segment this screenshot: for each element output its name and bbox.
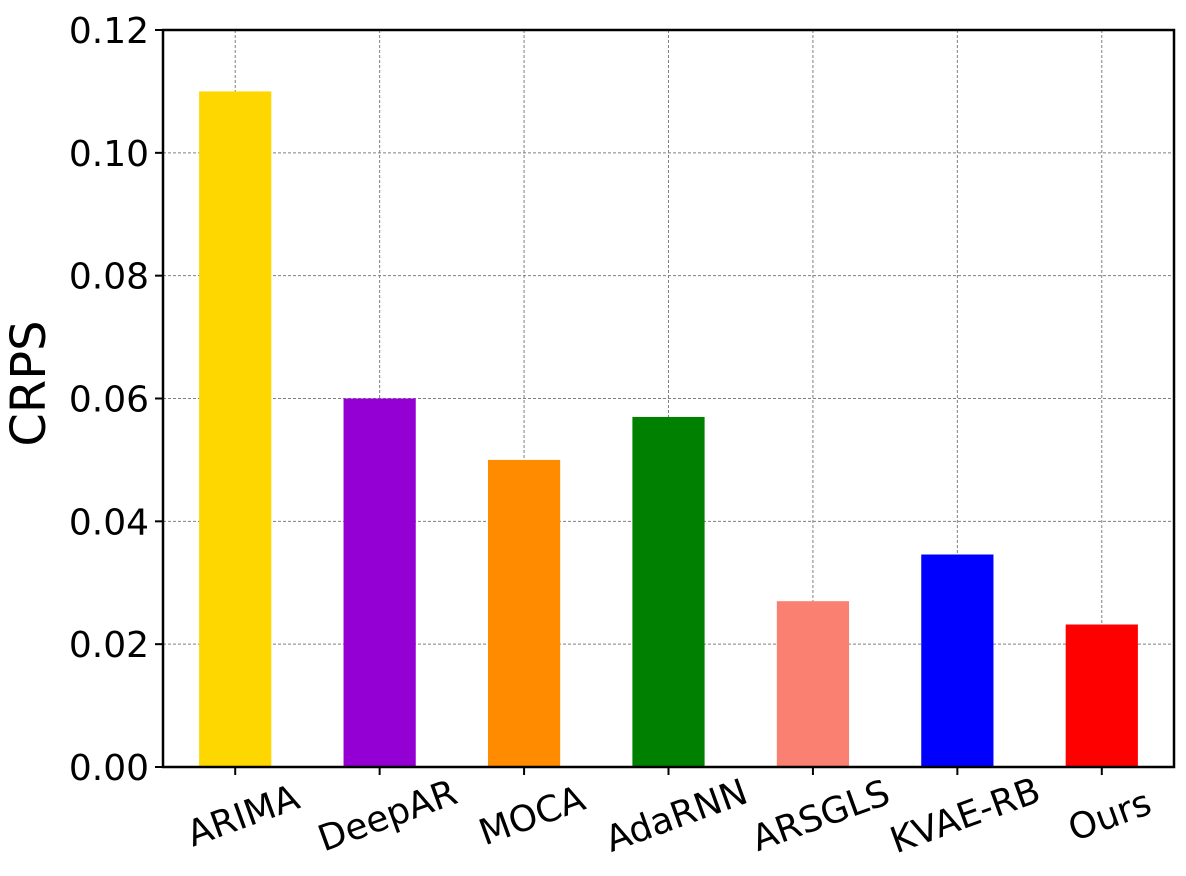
bar-adarnn bbox=[632, 416, 705, 767]
y-tick-label: 0.02 bbox=[69, 625, 149, 666]
y-axis: 0.00 0.02 0.04 0.06 0.08 0.10 0.12 bbox=[69, 11, 163, 789]
x-tick-label: KVAE-RB bbox=[885, 770, 1046, 862]
x-tick-label: MOCA bbox=[474, 778, 591, 854]
y-tick-label: 0.04 bbox=[69, 502, 149, 543]
bar-arima bbox=[199, 91, 272, 767]
y-tick-label: 0.12 bbox=[69, 11, 149, 52]
bars bbox=[199, 91, 1138, 767]
x-tick-label: AdaRNN bbox=[600, 772, 753, 861]
y-axis-label: CRPS bbox=[1, 320, 57, 446]
y-tick-label: 0.08 bbox=[69, 257, 149, 298]
x-tick-label: ARIMA bbox=[182, 777, 305, 855]
bar-ours bbox=[1065, 624, 1138, 767]
bar-deepar bbox=[343, 398, 416, 767]
bar-kvae-rb bbox=[921, 554, 994, 767]
x-tick-label: DeepAR bbox=[313, 772, 463, 860]
bar-arsgls bbox=[776, 601, 850, 767]
grid bbox=[163, 30, 1174, 767]
y-tick-label: 0.06 bbox=[69, 380, 149, 421]
y-tick-label: 0.10 bbox=[69, 134, 149, 175]
y-tick-label: 0.00 bbox=[69, 748, 149, 789]
x-tick-label: Ours bbox=[1063, 782, 1157, 850]
x-tick-label: ARSGLS bbox=[747, 772, 896, 860]
bar-moca bbox=[487, 459, 561, 767]
